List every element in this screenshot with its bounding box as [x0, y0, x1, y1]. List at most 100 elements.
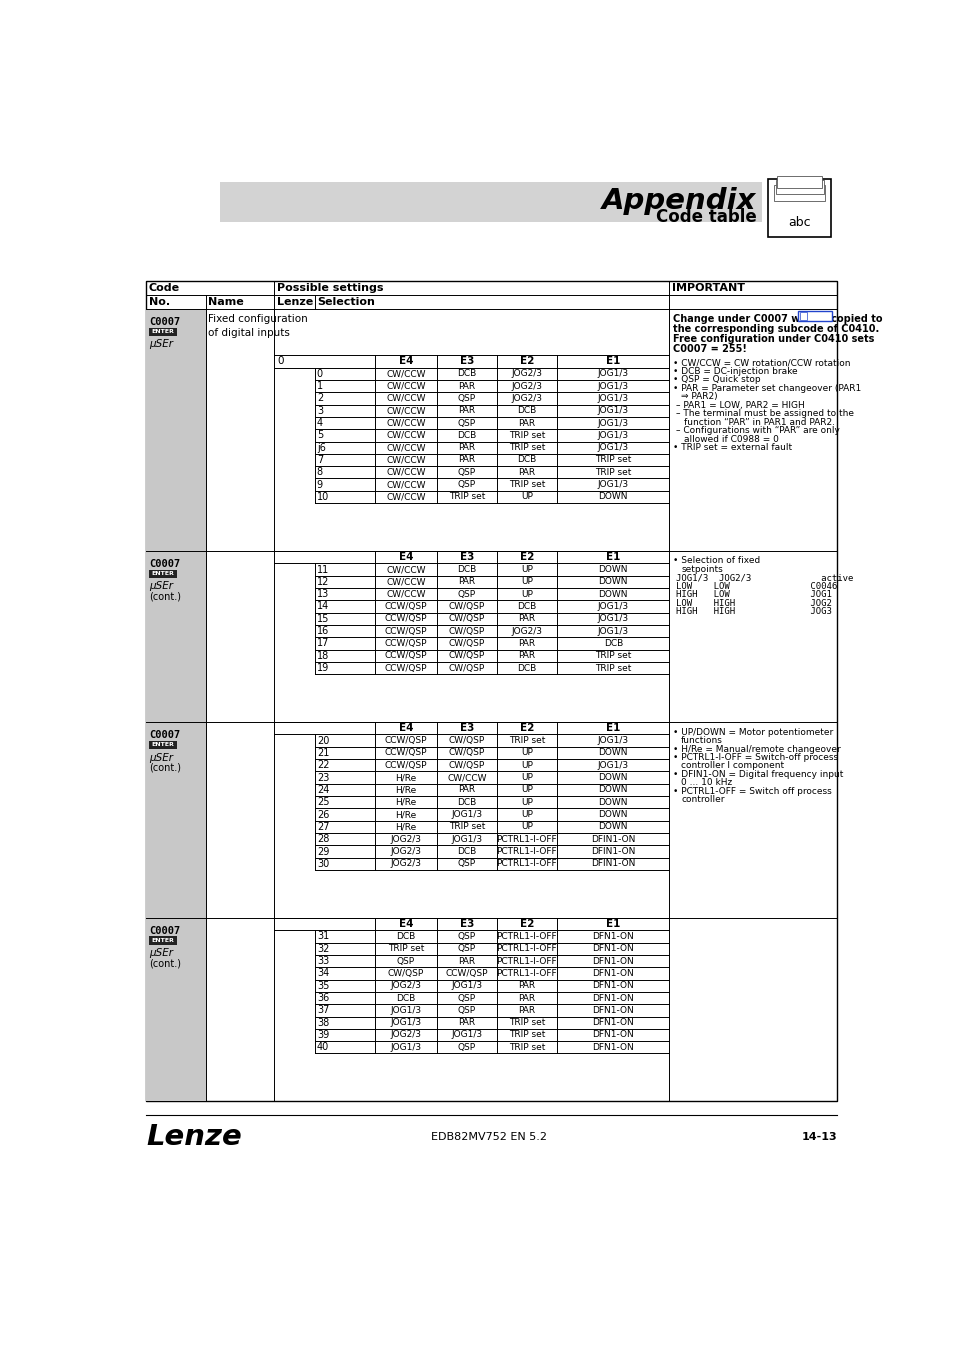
Text: JOG1/3: JOG1/3 [451, 981, 482, 990]
Text: JOG1/3: JOG1/3 [598, 394, 628, 402]
Text: 30: 30 [316, 859, 329, 869]
Text: HIGH   LOW               JOG1: HIGH LOW JOG1 [676, 590, 831, 599]
Text: E1: E1 [605, 356, 619, 366]
Text: CCW/QSP: CCW/QSP [384, 614, 427, 624]
Text: TRIP set: TRIP set [508, 1042, 544, 1052]
Text: μSEr: μSEr [150, 752, 173, 763]
Text: 1: 1 [316, 381, 323, 392]
Text: C0007 = 255!: C0007 = 255! [673, 344, 746, 355]
Text: CW/CCW: CW/CCW [386, 468, 425, 477]
Text: DCB: DCB [517, 455, 536, 464]
Text: 35: 35 [316, 980, 329, 991]
Text: 24: 24 [316, 784, 329, 795]
Text: PCTRL1-I-OFF: PCTRL1-I-OFF [497, 846, 557, 856]
Text: CW/CCW: CW/CCW [386, 443, 425, 452]
Text: LOW    LOW               C0046: LOW LOW C0046 [676, 582, 837, 591]
Text: TRIP set: TRIP set [595, 455, 631, 464]
Text: CCW/QSP: CCW/QSP [384, 664, 427, 672]
Bar [150, 328, 176, 336]
Text: UP: UP [520, 822, 533, 832]
Text: JOG1/3: JOG1/3 [598, 626, 628, 636]
Text: the corresponding subcode of C0410.: the corresponding subcode of C0410. [673, 324, 879, 335]
Bar [220, 182, 761, 221]
Text: CW/CCW: CW/CCW [386, 481, 425, 489]
Text: H/Re: H/Re [395, 786, 416, 794]
Text: H/Re: H/Re [395, 810, 416, 819]
Text: JOG2/3: JOG2/3 [511, 370, 542, 378]
Text: UP: UP [520, 578, 533, 586]
Text: QSP: QSP [457, 590, 476, 598]
Text: 31: 31 [316, 931, 329, 941]
Text: (cont.): (cont.) [150, 763, 181, 772]
Text: E4: E4 [398, 724, 413, 733]
Text: DCB: DCB [456, 370, 476, 378]
Text: UP: UP [520, 798, 533, 807]
Text: PAR: PAR [457, 1018, 475, 1027]
Text: DOWN: DOWN [598, 590, 627, 598]
Text: 20: 20 [316, 736, 329, 745]
Text: 0 ... 10 kHz: 0 ... 10 kHz [680, 779, 732, 787]
Text: QSP: QSP [457, 944, 476, 953]
Text: C0007: C0007 [150, 926, 180, 936]
Text: 19: 19 [316, 663, 329, 674]
Text: TRIP set: TRIP set [595, 468, 631, 477]
Text: DOWN: DOWN [598, 748, 627, 757]
Text: JOG1/3: JOG1/3 [598, 614, 628, 624]
Text: Code: Code [149, 284, 179, 293]
Text: • PCTRL1-OFF = Switch off process: • PCTRL1-OFF = Switch off process [673, 787, 831, 796]
Text: Name: Name [208, 297, 244, 308]
Text: DFN1-ON: DFN1-ON [592, 981, 634, 990]
Text: E2: E2 [519, 552, 534, 562]
Text: UP: UP [520, 748, 533, 757]
Text: ⇒ PAR2): ⇒ PAR2) [680, 393, 717, 401]
Text: 33: 33 [316, 956, 329, 967]
Text: Free configuration under C0410 sets: Free configuration under C0410 sets [673, 335, 874, 344]
Text: 37: 37 [316, 1006, 329, 1015]
Bar [150, 570, 176, 578]
Text: CW/QSP: CW/QSP [448, 614, 484, 624]
Text: – PAR1 = LOW, PAR2 = HIGH: – PAR1 = LOW, PAR2 = HIGH [676, 401, 804, 409]
Text: DFIN1-ON: DFIN1-ON [591, 860, 635, 868]
Text: CW/QSP: CW/QSP [448, 626, 484, 636]
Text: – Configurations with “PAR” are only: – Configurations with “PAR” are only [676, 427, 840, 435]
Text: UP: UP [520, 786, 533, 794]
Text: ENTER: ENTER [152, 329, 174, 335]
Text: UP: UP [520, 566, 533, 574]
Text: JOG2/3: JOG2/3 [390, 834, 421, 844]
Text: JOG1/3: JOG1/3 [598, 481, 628, 489]
Text: CCW/QSP: CCW/QSP [384, 651, 427, 660]
Text: allowed if C0988 = 0: allowed if C0988 = 0 [683, 435, 779, 444]
Text: TRIP set: TRIP set [508, 736, 544, 745]
Text: TRIP set: TRIP set [448, 493, 484, 501]
Text: controller: controller [680, 795, 724, 805]
Text: TRIP set: TRIP set [508, 443, 544, 452]
Text: DFN1-ON: DFN1-ON [592, 1018, 634, 1027]
Text: DFN1-ON: DFN1-ON [592, 957, 634, 965]
Text: CCW/QSP: CCW/QSP [384, 626, 427, 636]
Text: DOWN: DOWN [598, 578, 627, 586]
Text: DFN1-ON: DFN1-ON [592, 944, 634, 953]
Text: CW/CCW: CW/CCW [386, 455, 425, 464]
Text: UP: UP [520, 493, 533, 501]
Text: LOW    HIGH              JOG2: LOW HIGH JOG2 [676, 599, 831, 608]
Text: TRIP set: TRIP set [508, 1018, 544, 1027]
Text: • QSP = Quick stop: • QSP = Quick stop [673, 375, 760, 385]
Text: DCB: DCB [603, 639, 622, 648]
Text: CW/QSP: CW/QSP [448, 639, 484, 648]
Text: TRIP set: TRIP set [508, 1030, 544, 1040]
Text: PAR: PAR [517, 418, 535, 428]
Text: JOG2/3: JOG2/3 [390, 981, 421, 990]
Text: PAR: PAR [457, 786, 475, 794]
Text: PAR: PAR [457, 382, 475, 390]
Text: CW/QSP: CW/QSP [448, 761, 484, 770]
Text: 29: 29 [316, 846, 329, 856]
Text: DFN1-ON: DFN1-ON [592, 931, 634, 941]
Text: 2: 2 [316, 393, 323, 404]
Text: JOG2/3: JOG2/3 [390, 860, 421, 868]
Text: E4: E4 [398, 552, 413, 562]
Text: DOWN: DOWN [598, 822, 627, 832]
Text: function “PAR” in PAR1 and PAR2.: function “PAR” in PAR1 and PAR2. [683, 417, 834, 427]
Text: CW/QSP: CW/QSP [448, 602, 484, 612]
Text: TRIP set: TRIP set [508, 481, 544, 489]
Text: 17: 17 [316, 639, 329, 648]
